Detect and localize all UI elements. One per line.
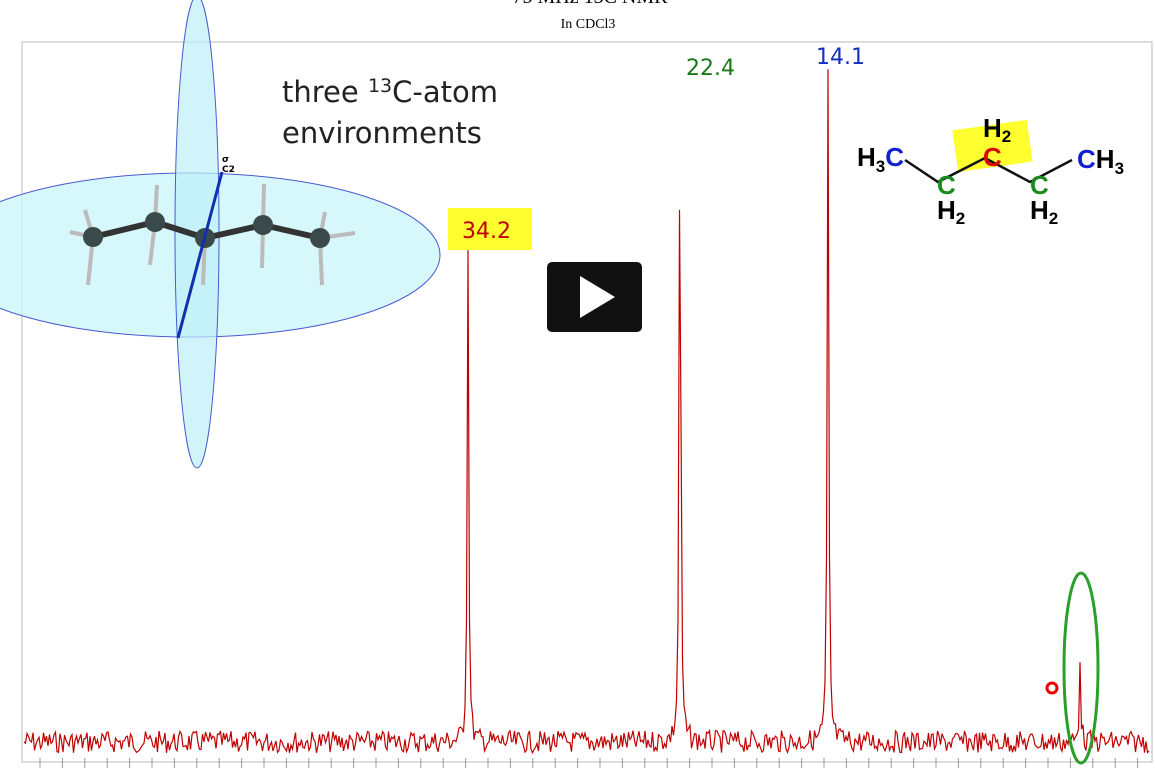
atom: H2: [983, 113, 1011, 146]
atom-n: 2: [1049, 209, 1058, 228]
atom-c: C: [885, 142, 904, 172]
atom-c: C: [937, 170, 956, 200]
atom-h: H: [1096, 144, 1115, 174]
atom-n: 2: [1002, 127, 1011, 146]
highlight: [952, 119, 1033, 172]
spectrum-trace: [23, 69, 1150, 755]
atom-n: 2: [956, 209, 965, 228]
annotation: three 13C-atom: [282, 75, 498, 109]
c2-axis: [176, 171, 224, 339]
highlight: [448, 208, 532, 250]
atom-n: 3: [1115, 159, 1124, 178]
annotation-text: three: [282, 75, 368, 109]
atom: CH3: [1077, 144, 1124, 178]
atom-h: H: [983, 113, 1002, 143]
atom: H2: [937, 195, 965, 228]
peak-label: 14.1: [816, 45, 865, 70]
atom-c: C: [1077, 144, 1096, 174]
atom: H3C: [857, 142, 904, 176]
atom-h: H: [937, 195, 956, 225]
atom-n: 3: [876, 157, 885, 176]
highlight-ring: [1062, 571, 1100, 765]
peak-label: 34.2: [462, 219, 511, 244]
annotation-text: C-atom: [392, 75, 498, 109]
atom-h: H: [857, 142, 876, 172]
atom-c: C: [983, 142, 1002, 172]
x-axis: [39, 758, 1139, 768]
atom: H2: [1030, 195, 1058, 228]
annotation: environments: [282, 116, 482, 150]
molecule-model: [69, 183, 356, 286]
c2-label: C2: [222, 165, 235, 175]
structure: H3C C H2 C H2 C H2 CH3: [857, 113, 1124, 228]
spectrum-title: 75 MHz 13C NMR: [512, 0, 668, 8]
solvent: In CDCl3: [561, 17, 616, 32]
peak-label: 22.4: [686, 56, 735, 81]
annotation-sup: 13: [368, 75, 392, 97]
atom-h: H: [1030, 195, 1049, 225]
atom-c: C: [1030, 170, 1049, 200]
symmetry-plane: [0, 172, 441, 338]
plot-frame: [21, 41, 1153, 763]
sigma-label: σ: [222, 155, 229, 165]
cursor: [1045, 681, 1059, 695]
play-icon[interactable]: [580, 276, 615, 318]
